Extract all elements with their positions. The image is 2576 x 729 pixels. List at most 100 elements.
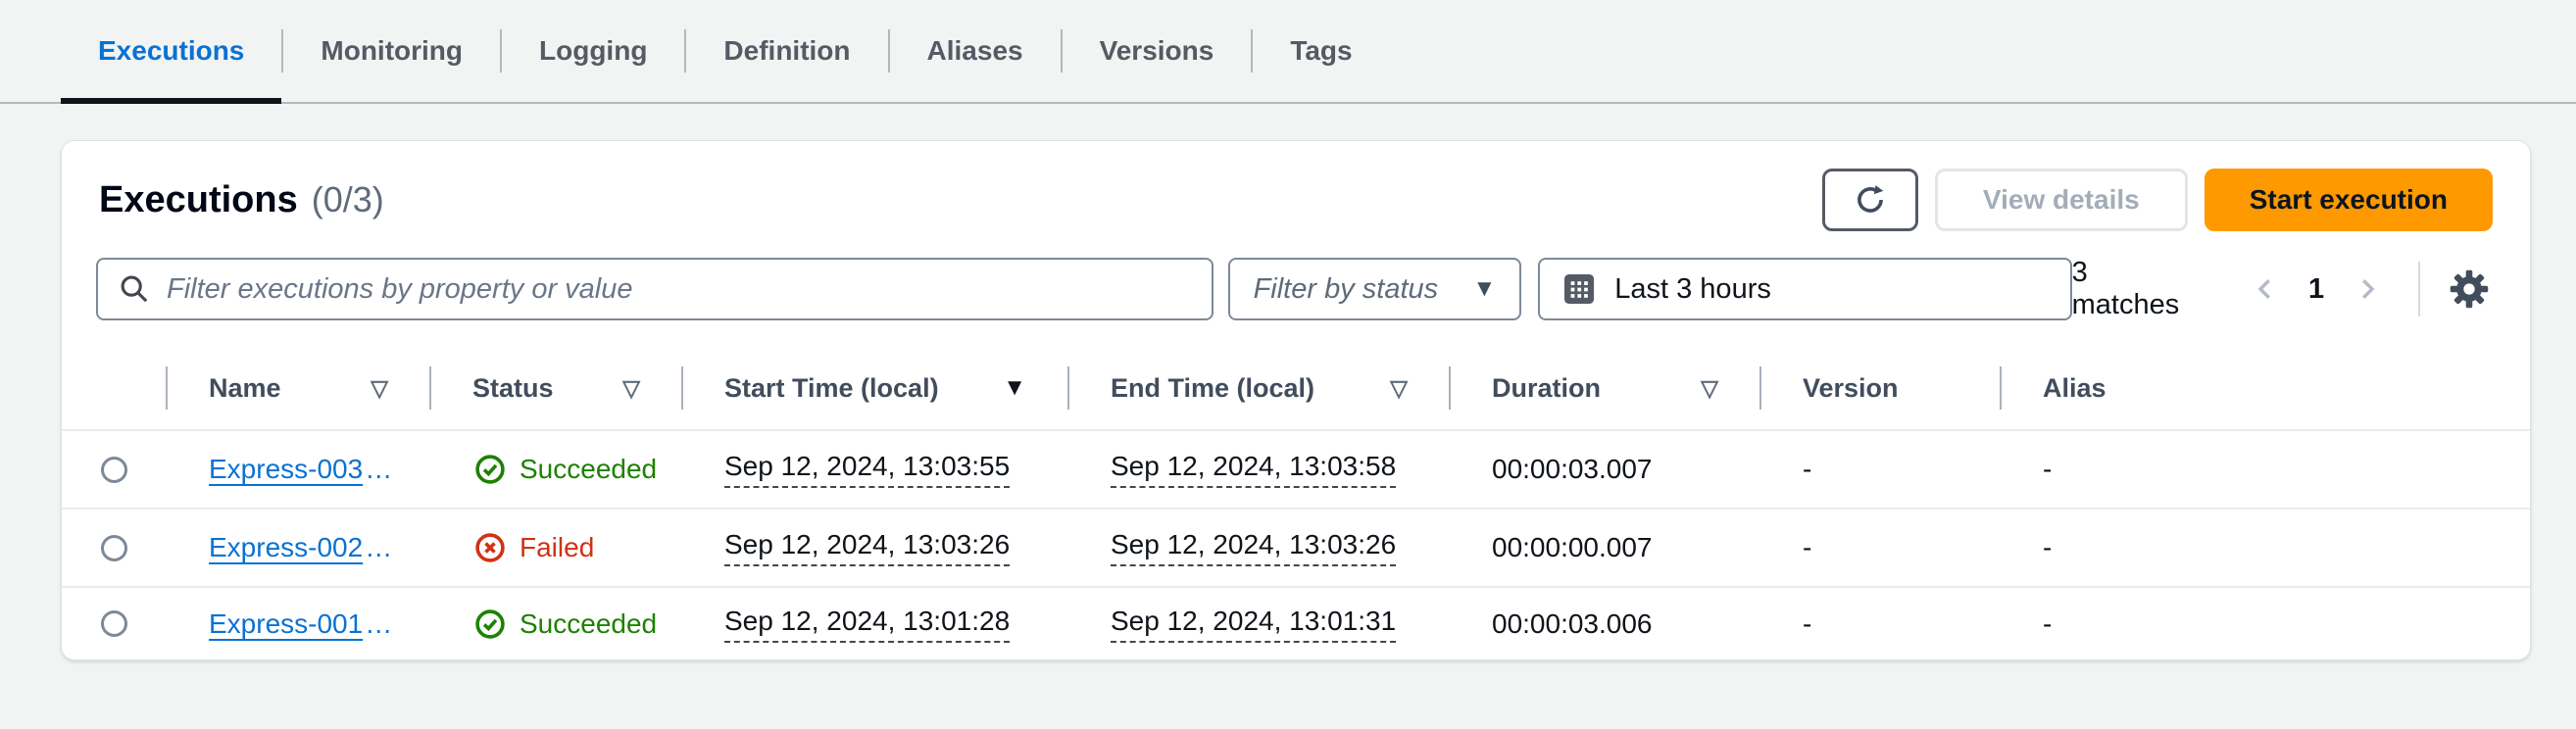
- row-radio[interactable]: [100, 610, 127, 637]
- header-label: Start Time (local): [724, 372, 939, 403]
- search-input[interactable]: [167, 272, 1192, 306]
- header-version: Version: [1759, 347, 2000, 429]
- table-header-row: Name ▽ Status ▽ Start Time (local) ▼ End…: [62, 347, 2530, 429]
- panel-header: Executions (0/3) View details Start exec…: [99, 165, 2493, 235]
- row-radio[interactable]: [100, 534, 127, 561]
- status-label: Succeeded: [520, 608, 658, 639]
- status-label: Failed: [520, 532, 595, 562]
- search-icon: [118, 272, 151, 306]
- start-time-value[interactable]: Sep 12, 2024, 13:01:28: [724, 606, 1011, 643]
- header-label: Duration: [1492, 372, 1601, 403]
- header-duration[interactable]: Duration ▽: [1449, 347, 1759, 429]
- time-range-value: Last 3 hours: [1614, 272, 1771, 305]
- next-page-button[interactable]: [2346, 267, 2389, 311]
- start-time-value[interactable]: Sep 12, 2024, 13:03:26: [724, 529, 1011, 566]
- tab-divider: [500, 29, 503, 73]
- header-label: Alias: [2043, 372, 2106, 403]
- sort-icon-end-time[interactable]: ▽: [1390, 374, 1408, 401]
- end-time-value[interactable]: Sep 12, 2024, 13:01:31: [1111, 606, 1397, 643]
- calendar-icon: [1561, 271, 1597, 307]
- header-end-time[interactable]: End Time (local) ▽: [1067, 347, 1449, 429]
- panel-title: Executions: [99, 178, 298, 220]
- end-time-value[interactable]: Sep 12, 2024, 13:03:26: [1111, 529, 1397, 566]
- table-row: Express-003 … Succeeded Sep 12, 2024, 13…: [62, 429, 2530, 508]
- status-badge: Succeeded: [472, 607, 657, 642]
- tab-divider: [887, 29, 890, 73]
- version-value: -: [1803, 532, 1812, 562]
- tab-versions[interactable]: Versions: [1063, 0, 1252, 102]
- status-badge: Failed: [472, 530, 594, 565]
- version-value: -: [1803, 454, 1812, 484]
- refresh-button[interactable]: [1821, 169, 1918, 231]
- tab-aliases[interactable]: Aliases: [890, 0, 1061, 102]
- toolbar-divider: [2418, 262, 2421, 316]
- success-check-icon: [475, 455, 505, 484]
- header-label: Status: [472, 372, 554, 403]
- table-row: Express-002 … Failed Sep 12, 2024, 13:03…: [62, 508, 2530, 586]
- execution-name-link[interactable]: Express-003: [209, 454, 364, 484]
- execution-name-link[interactable]: Express-001: [209, 608, 364, 639]
- search-box[interactable]: [96, 258, 1214, 320]
- view-details-button[interactable]: View details: [1934, 169, 2188, 231]
- header-start-time[interactable]: Start Time (local) ▼: [681, 347, 1067, 429]
- tab-label: Versions: [1099, 35, 1214, 66]
- pagination-group: 3 matches 1: [2072, 257, 2493, 321]
- duration-value: 00:00:00.007: [1492, 532, 1653, 562]
- tab-executions[interactable]: Executions: [61, 0, 282, 104]
- error-x-icon: [475, 533, 505, 562]
- tab-label: Monitoring: [321, 35, 464, 66]
- header-select-column: [62, 347, 166, 429]
- duration-value: 00:00:03.006: [1492, 608, 1653, 639]
- tab-divider: [1251, 29, 1254, 73]
- row-radio[interactable]: [100, 456, 127, 483]
- sort-icon-status[interactable]: ▽: [622, 374, 640, 401]
- refresh-icon: [1853, 182, 1888, 218]
- status-filter-label: Filter by status: [1253, 272, 1439, 305]
- tab-label: Definition: [723, 35, 851, 66]
- chevron-down-icon: ▼: [1472, 275, 1497, 302]
- sort-icon-duration[interactable]: ▽: [1701, 374, 1718, 401]
- selection-count: (0/3): [311, 179, 384, 219]
- tab-label: Executions: [98, 35, 245, 66]
- matches-count: 3 matches: [2071, 257, 2180, 320]
- tab-divider: [684, 29, 687, 73]
- alias-value: -: [2043, 608, 2053, 639]
- tab-monitoring[interactable]: Monitoring: [283, 0, 500, 102]
- chevron-right-icon: [2362, 279, 2375, 299]
- gear-icon: [2450, 269, 2489, 309]
- start-execution-button[interactable]: Start execution: [2204, 169, 2493, 231]
- tab-label: Logging: [539, 35, 648, 66]
- preferences-button[interactable]: [2446, 266, 2493, 313]
- tab-divider: [1060, 29, 1063, 73]
- alias-value: -: [2043, 532, 2053, 562]
- success-check-icon: [475, 608, 505, 639]
- filters-row: Filter by status ▼ Last 3 hours: [96, 257, 2493, 321]
- truncation-ellipsis: …: [365, 454, 393, 484]
- truncation-ellipsis: …: [365, 608, 393, 639]
- tab-logging[interactable]: Logging: [502, 0, 684, 102]
- tab-definition[interactable]: Definition: [686, 0, 887, 102]
- status-filter-select[interactable]: Filter by status ▼: [1227, 258, 1522, 320]
- executions-table: Name ▽ Status ▽ Start Time (local) ▼ End…: [62, 347, 2530, 659]
- sort-icon-start-time-desc[interactable]: ▼: [1003, 374, 1026, 401]
- sort-icon-name[interactable]: ▽: [371, 374, 388, 401]
- time-range-picker[interactable]: Last 3 hours: [1538, 258, 2072, 320]
- table-row: Express-001 … Succeeded Sep 12, 2024, 13…: [62, 586, 2530, 659]
- header-label: End Time (local): [1111, 372, 1315, 403]
- header-alias: Alias: [2000, 347, 2530, 429]
- panel-toolbar: View details Start execution: [1821, 169, 2493, 231]
- start-time-value[interactable]: Sep 12, 2024, 13:03:55: [724, 451, 1011, 488]
- execution-name-link[interactable]: Express-002: [209, 532, 364, 562]
- current-page-number[interactable]: 1: [2308, 272, 2325, 305]
- alias-value: -: [2043, 454, 2053, 484]
- tab-divider: [281, 29, 284, 73]
- previous-page-button[interactable]: [2244, 267, 2287, 311]
- chevron-left-icon: [2257, 279, 2271, 299]
- duration-value: 00:00:03.007: [1492, 454, 1653, 484]
- header-status[interactable]: Status ▽: [429, 347, 681, 429]
- truncation-ellipsis: …: [365, 532, 393, 562]
- tab-tags[interactable]: Tags: [1253, 0, 1389, 102]
- end-time-value[interactable]: Sep 12, 2024, 13:03:58: [1111, 451, 1397, 488]
- header-label: Name: [209, 372, 281, 403]
- header-name[interactable]: Name ▽: [166, 347, 429, 429]
